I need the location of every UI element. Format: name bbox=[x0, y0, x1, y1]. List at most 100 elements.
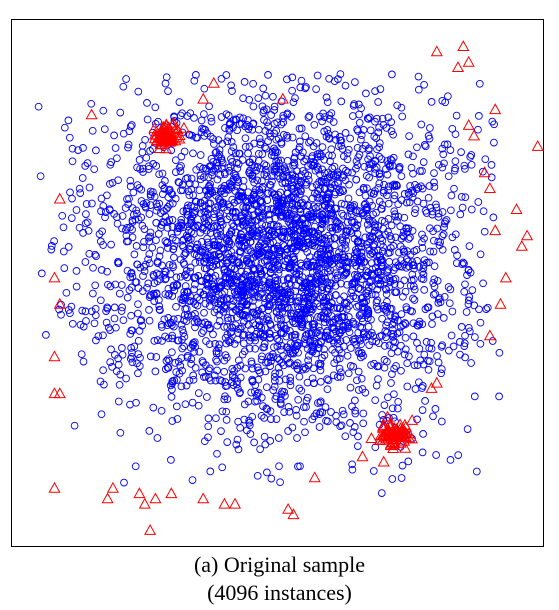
blue-circle-point bbox=[148, 243, 157, 252]
blue-circle-point bbox=[76, 189, 85, 197]
blue-circle-point bbox=[418, 320, 427, 329]
blue-circle-point bbox=[37, 269, 46, 278]
red-triangle-point bbox=[383, 417, 397, 429]
blue-circle-point bbox=[267, 474, 276, 483]
blue-circle-point bbox=[452, 111, 461, 120]
blue-circle-point bbox=[397, 103, 406, 112]
blue-circle-point bbox=[443, 140, 452, 149]
blue-circle-point bbox=[352, 157, 361, 166]
blue-circle-point bbox=[216, 253, 225, 262]
blue-circle-point bbox=[400, 350, 409, 359]
blue-circle-point bbox=[458, 260, 467, 269]
blue-circle-point bbox=[222, 236, 231, 245]
blue-circle-point bbox=[161, 212, 170, 221]
blue-circle-point bbox=[291, 287, 299, 295]
blue-circle-point bbox=[151, 367, 160, 376]
blue-circle-point bbox=[209, 330, 217, 339]
blue-circle-point bbox=[487, 161, 496, 169]
blue-circle-point bbox=[236, 248, 245, 256]
blue-circle-point bbox=[177, 382, 186, 391]
blue-circle-point bbox=[468, 286, 477, 294]
blue-circle-point bbox=[168, 334, 177, 343]
blue-circle-point bbox=[221, 279, 229, 287]
blue-circle-point bbox=[337, 141, 346, 150]
blue-circle-point bbox=[278, 179, 287, 187]
blue-circle-point bbox=[150, 192, 159, 201]
blue-circle-point bbox=[410, 296, 419, 304]
blue-circle-point bbox=[306, 314, 315, 323]
blue-circle-point bbox=[275, 265, 284, 274]
blue-circle-point bbox=[223, 137, 232, 146]
blue-circle-point bbox=[264, 316, 273, 325]
blue-circle-point bbox=[246, 170, 254, 178]
blue-circle-point bbox=[392, 362, 400, 370]
blue-circle-point bbox=[310, 120, 319, 129]
blue-circle-point bbox=[399, 247, 408, 256]
blue-circle-point bbox=[239, 286, 248, 295]
red-triangle-point bbox=[499, 271, 512, 283]
blue-circle-point bbox=[170, 242, 178, 250]
blue-circle-point bbox=[118, 350, 127, 359]
blue-circle-point bbox=[334, 142, 343, 151]
blue-circle-point bbox=[113, 213, 121, 221]
blue-circle-point bbox=[331, 204, 339, 213]
blue-circle-point bbox=[314, 165, 323, 174]
blue-circle-point bbox=[385, 257, 394, 266]
blue-circle-point bbox=[211, 340, 219, 348]
blue-circle-point bbox=[365, 173, 373, 182]
blue-circle-point bbox=[284, 217, 293, 226]
blue-circle-point bbox=[234, 356, 243, 365]
blue-circle-point bbox=[412, 245, 421, 254]
blue-circle-point bbox=[263, 205, 272, 214]
blue-circle-point bbox=[167, 189, 176, 197]
blue-circle-point bbox=[397, 474, 406, 482]
blue-circle-point bbox=[201, 207, 210, 216]
blue-circle-point bbox=[174, 357, 183, 366]
blue-circle-point bbox=[325, 111, 334, 120]
blue-circle-point bbox=[344, 369, 353, 378]
blue-circle-point bbox=[257, 355, 266, 364]
blue-circle-point bbox=[290, 153, 299, 162]
blue-circle-point bbox=[355, 335, 364, 343]
blue-circle-point bbox=[201, 318, 209, 327]
blue-circle-point bbox=[471, 333, 479, 341]
blue-circle-point bbox=[212, 287, 221, 295]
blue-circle-point bbox=[291, 94, 299, 102]
blue-circle-point bbox=[335, 133, 344, 141]
blue-circle-point bbox=[187, 360, 195, 368]
blue-circle-point bbox=[201, 125, 210, 134]
blue-circle-point bbox=[127, 121, 136, 129]
blue-circle-point bbox=[217, 154, 226, 163]
blue-circle-point bbox=[464, 296, 473, 305]
blue-circle-point bbox=[397, 196, 406, 204]
blue-circle-point bbox=[350, 423, 359, 431]
blue-circle-point bbox=[273, 314, 282, 323]
blue-circle-point bbox=[280, 261, 289, 270]
blue-circle-point bbox=[348, 279, 357, 287]
blue-circle-point bbox=[332, 418, 341, 426]
blue-circle-point bbox=[262, 161, 271, 170]
blue-circle-point bbox=[418, 382, 427, 390]
blue-circle-point bbox=[400, 213, 409, 222]
blue-circle-point bbox=[296, 315, 305, 324]
blue-circle-point bbox=[475, 79, 484, 88]
blue-circle-point bbox=[199, 223, 207, 232]
blue-circle-point bbox=[205, 302, 214, 310]
blue-circle-point bbox=[311, 290, 320, 298]
blue-circle-point bbox=[318, 165, 327, 174]
blue-circle-point bbox=[273, 257, 281, 265]
blue-circle-point bbox=[316, 225, 324, 234]
red-triangle-point bbox=[165, 487, 178, 499]
blue-circle-point bbox=[155, 270, 164, 279]
blue-circle-point bbox=[424, 303, 433, 312]
blue-circle-point bbox=[266, 407, 275, 415]
blue-circle-point bbox=[135, 184, 144, 192]
blue-circle-point bbox=[391, 338, 399, 346]
red-triangle-point bbox=[282, 502, 295, 514]
blue-circle-point bbox=[276, 478, 284, 487]
blue-circle-point bbox=[245, 142, 254, 151]
blue-circle-point bbox=[337, 279, 345, 288]
blue-circle-point bbox=[434, 237, 443, 246]
blue-circle-point bbox=[234, 385, 242, 393]
blue-circle-point bbox=[133, 359, 141, 368]
